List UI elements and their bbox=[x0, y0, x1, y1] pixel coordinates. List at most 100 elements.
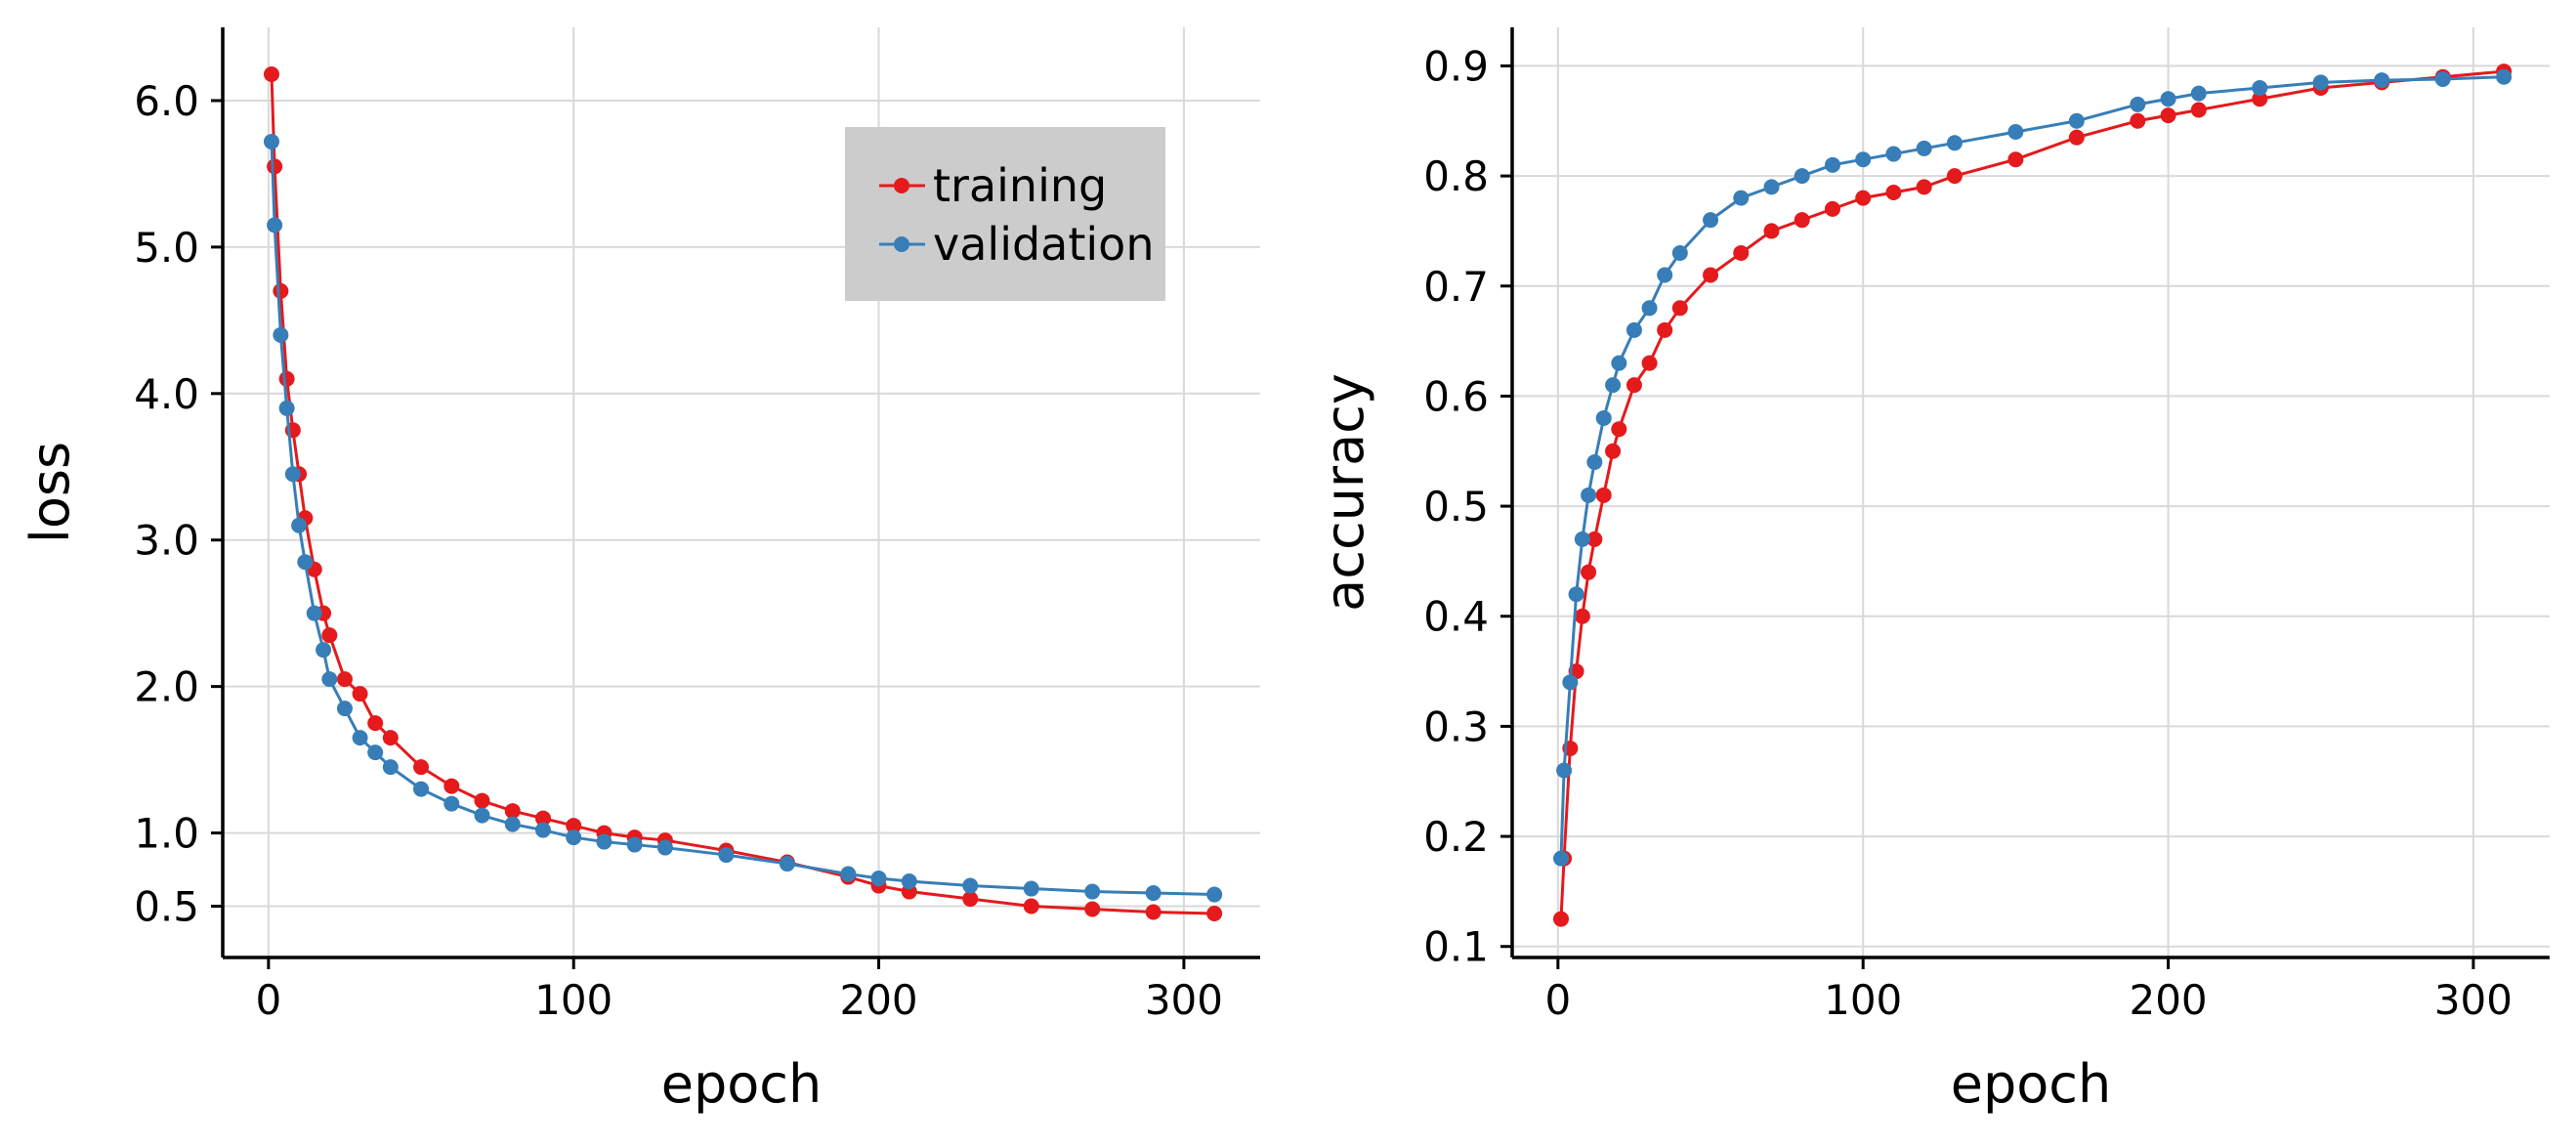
legend-marker-validation bbox=[894, 236, 909, 252]
data-point-validation bbox=[534, 822, 551, 838]
data-point-training bbox=[413, 759, 430, 776]
data-point-validation bbox=[718, 847, 735, 864]
data-point-validation bbox=[1581, 487, 1597, 503]
data-point-training bbox=[1763, 223, 1780, 239]
data-point-validation bbox=[1562, 674, 1579, 691]
legend: training validation bbox=[845, 127, 1165, 301]
data-point-training bbox=[1574, 608, 1590, 624]
series-line-training bbox=[1559, 69, 2505, 919]
data-point-validation bbox=[566, 829, 582, 846]
data-point-training bbox=[1145, 904, 1161, 920]
data-point-validation bbox=[901, 873, 917, 890]
x-tick-label: 100 bbox=[534, 976, 612, 1024]
data-point-training bbox=[474, 792, 490, 809]
data-point-validation bbox=[1568, 586, 1584, 603]
y-tick-label: 0.6 bbox=[1423, 372, 1489, 420]
data-point-validation bbox=[2068, 112, 2085, 129]
x-axis-label: epoch bbox=[1951, 1053, 2111, 1115]
data-point-validation bbox=[626, 836, 643, 853]
data-point-validation bbox=[870, 871, 887, 887]
data-point-training bbox=[2007, 151, 2024, 168]
data-point-validation bbox=[1552, 850, 1569, 867]
y-axis-label: loss bbox=[20, 442, 81, 543]
data-point-training bbox=[2252, 91, 2268, 107]
legend-label-training: training bbox=[933, 159, 1107, 212]
data-point-validation bbox=[1657, 267, 1673, 283]
data-point-validation bbox=[2312, 74, 2329, 91]
data-point-training bbox=[2190, 102, 2207, 118]
data-point-validation bbox=[1023, 880, 1039, 897]
data-point-validation bbox=[297, 554, 314, 571]
data-point-training bbox=[1703, 267, 1719, 283]
data-point-validation bbox=[284, 466, 301, 483]
data-point-training bbox=[382, 730, 399, 746]
data-point-training bbox=[336, 671, 353, 688]
data-point-validation bbox=[316, 642, 332, 659]
data-point-training bbox=[443, 778, 460, 794]
y-tick-label: 3.0 bbox=[134, 517, 199, 565]
data-point-training bbox=[352, 686, 368, 702]
x-tick-label: 300 bbox=[2434, 976, 2513, 1024]
data-point-training bbox=[2160, 107, 2176, 124]
data-point-validation bbox=[2190, 85, 2207, 102]
y-tick-label: 0.1 bbox=[1423, 923, 1489, 971]
data-point-validation bbox=[1145, 885, 1161, 902]
data-point-validation bbox=[1556, 762, 1573, 779]
data-point-training bbox=[1626, 377, 1642, 394]
data-point-validation bbox=[382, 759, 399, 776]
legend-label-validation: validation bbox=[933, 218, 1154, 271]
data-point-validation bbox=[2252, 79, 2268, 96]
data-point-training bbox=[273, 282, 289, 299]
data-point-validation bbox=[1586, 454, 1603, 471]
y-tick-label: 0.2 bbox=[1423, 813, 1489, 861]
data-point-validation bbox=[367, 744, 384, 761]
x-tick-label: 100 bbox=[1824, 976, 1902, 1024]
data-point-validation bbox=[596, 833, 612, 850]
data-point-validation bbox=[1794, 168, 1810, 185]
data-point-validation bbox=[1084, 883, 1101, 900]
y-tick-label: 5.0 bbox=[134, 224, 199, 272]
data-point-validation bbox=[1703, 212, 1719, 229]
data-point-training bbox=[1605, 443, 1622, 459]
x-tick-label: 300 bbox=[1145, 976, 1223, 1024]
y-tick-label: 2.0 bbox=[134, 663, 199, 711]
data-point-training bbox=[367, 715, 384, 732]
y-tick-label: 4.0 bbox=[134, 370, 199, 418]
series-line-validation bbox=[1559, 75, 2505, 859]
data-point-training bbox=[263, 65, 279, 82]
y-tick-label: 0.5 bbox=[134, 883, 199, 931]
data-point-training bbox=[321, 627, 338, 644]
x-tick-label: 0 bbox=[1544, 976, 1571, 1024]
data-point-validation bbox=[291, 517, 308, 533]
y-tick-label: 0.3 bbox=[1423, 702, 1489, 750]
data-point-validation bbox=[504, 816, 521, 832]
y-tick-label: 6.0 bbox=[134, 77, 199, 125]
data-point-validation bbox=[2130, 96, 2146, 112]
data-point-validation bbox=[2160, 91, 2176, 107]
data-point-validation bbox=[474, 807, 490, 824]
legend-box bbox=[845, 127, 1165, 301]
data-point-training bbox=[2130, 112, 2146, 129]
data-point-validation bbox=[1574, 531, 1590, 547]
data-point-training bbox=[2068, 129, 2085, 146]
x-tick-label: 200 bbox=[2129, 976, 2207, 1024]
data-point-validation bbox=[779, 856, 795, 872]
data-point-validation bbox=[1611, 355, 1627, 371]
data-point-training bbox=[1581, 564, 1597, 580]
data-point-validation bbox=[2007, 124, 2024, 141]
x-axis-label: epoch bbox=[661, 1053, 822, 1115]
data-point-validation bbox=[962, 877, 979, 894]
data-point-validation bbox=[1885, 146, 1902, 162]
data-point-validation bbox=[1946, 135, 1963, 151]
y-tick-label: 0.8 bbox=[1423, 152, 1489, 200]
data-point-training bbox=[504, 803, 521, 820]
data-point-training bbox=[1641, 355, 1658, 371]
y-tick-label: 0.7 bbox=[1423, 263, 1489, 311]
data-point-training bbox=[267, 158, 283, 175]
data-point-validation bbox=[840, 866, 857, 882]
data-point-validation bbox=[1595, 409, 1612, 426]
y-tick-label: 0.4 bbox=[1423, 593, 1489, 641]
data-point-validation bbox=[1733, 190, 1750, 206]
data-point-validation bbox=[656, 839, 673, 856]
